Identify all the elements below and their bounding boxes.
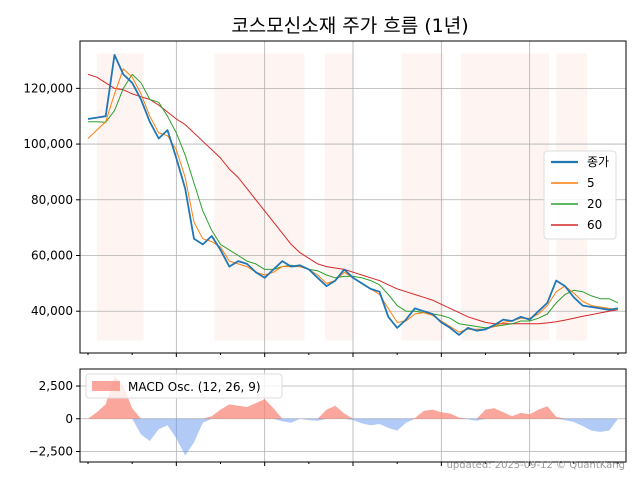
macd-panel: −2,500 0 2,500 MACD Osc. (12, 26, 9) xyxy=(29,368,627,466)
price-panel: 40,000 60,000 80,000 100,000 120,000 종가 5 20 60 xyxy=(23,40,627,357)
shaded-region xyxy=(96,53,144,341)
series-line-close xyxy=(87,54,619,336)
y-tick-label: 0 xyxy=(65,412,73,426)
y-tick-label: 40,000 xyxy=(31,304,73,318)
legend-label: MACD Osc. (12, 26, 9) xyxy=(128,380,261,394)
footer-credit: updated: 2025-09-12 © QuantKang xyxy=(447,460,625,471)
legend-label: 60 xyxy=(587,218,602,232)
y-tick-label: 100,000 xyxy=(23,137,73,151)
legend-box xyxy=(543,150,617,240)
shaded-region xyxy=(324,53,353,341)
legend-label: 5 xyxy=(587,176,595,190)
price-y-ticks: 40,000 60,000 80,000 100,000 120,000 xyxy=(23,81,80,318)
macd-x-ticks xyxy=(87,462,619,466)
y-tick-label: 60,000 xyxy=(31,249,73,263)
legend-label: 종가 xyxy=(587,155,609,169)
y-tick-label: 2,500 xyxy=(39,379,73,393)
price-grid xyxy=(80,41,626,353)
shaded-regions xyxy=(96,53,588,341)
shaded-region xyxy=(214,53,305,341)
series-line-ma60 xyxy=(87,73,619,325)
shaded-region xyxy=(460,53,550,341)
macd-y-ticks: −2,500 0 2,500 xyxy=(29,379,80,459)
y-tick-label: 120,000 xyxy=(23,81,73,95)
macd-legend: MACD Osc. (12, 26, 9) xyxy=(85,373,283,399)
macd-area-negative xyxy=(88,418,618,456)
chart-title: 코스모신소재 주가 흐름 (1년) xyxy=(231,15,468,37)
legend-box xyxy=(85,373,283,399)
price-legend: 종가 5 20 60 xyxy=(543,150,617,240)
macd-areas xyxy=(88,375,618,456)
y-tick-label: 80,000 xyxy=(31,193,73,207)
price-series xyxy=(87,54,619,336)
series-line-ma20 xyxy=(88,73,619,329)
legend-label: 20 xyxy=(587,197,602,211)
price-x-ticks xyxy=(87,353,619,357)
legend-swatch xyxy=(92,381,120,391)
y-tick-label: −2,500 xyxy=(29,445,73,459)
